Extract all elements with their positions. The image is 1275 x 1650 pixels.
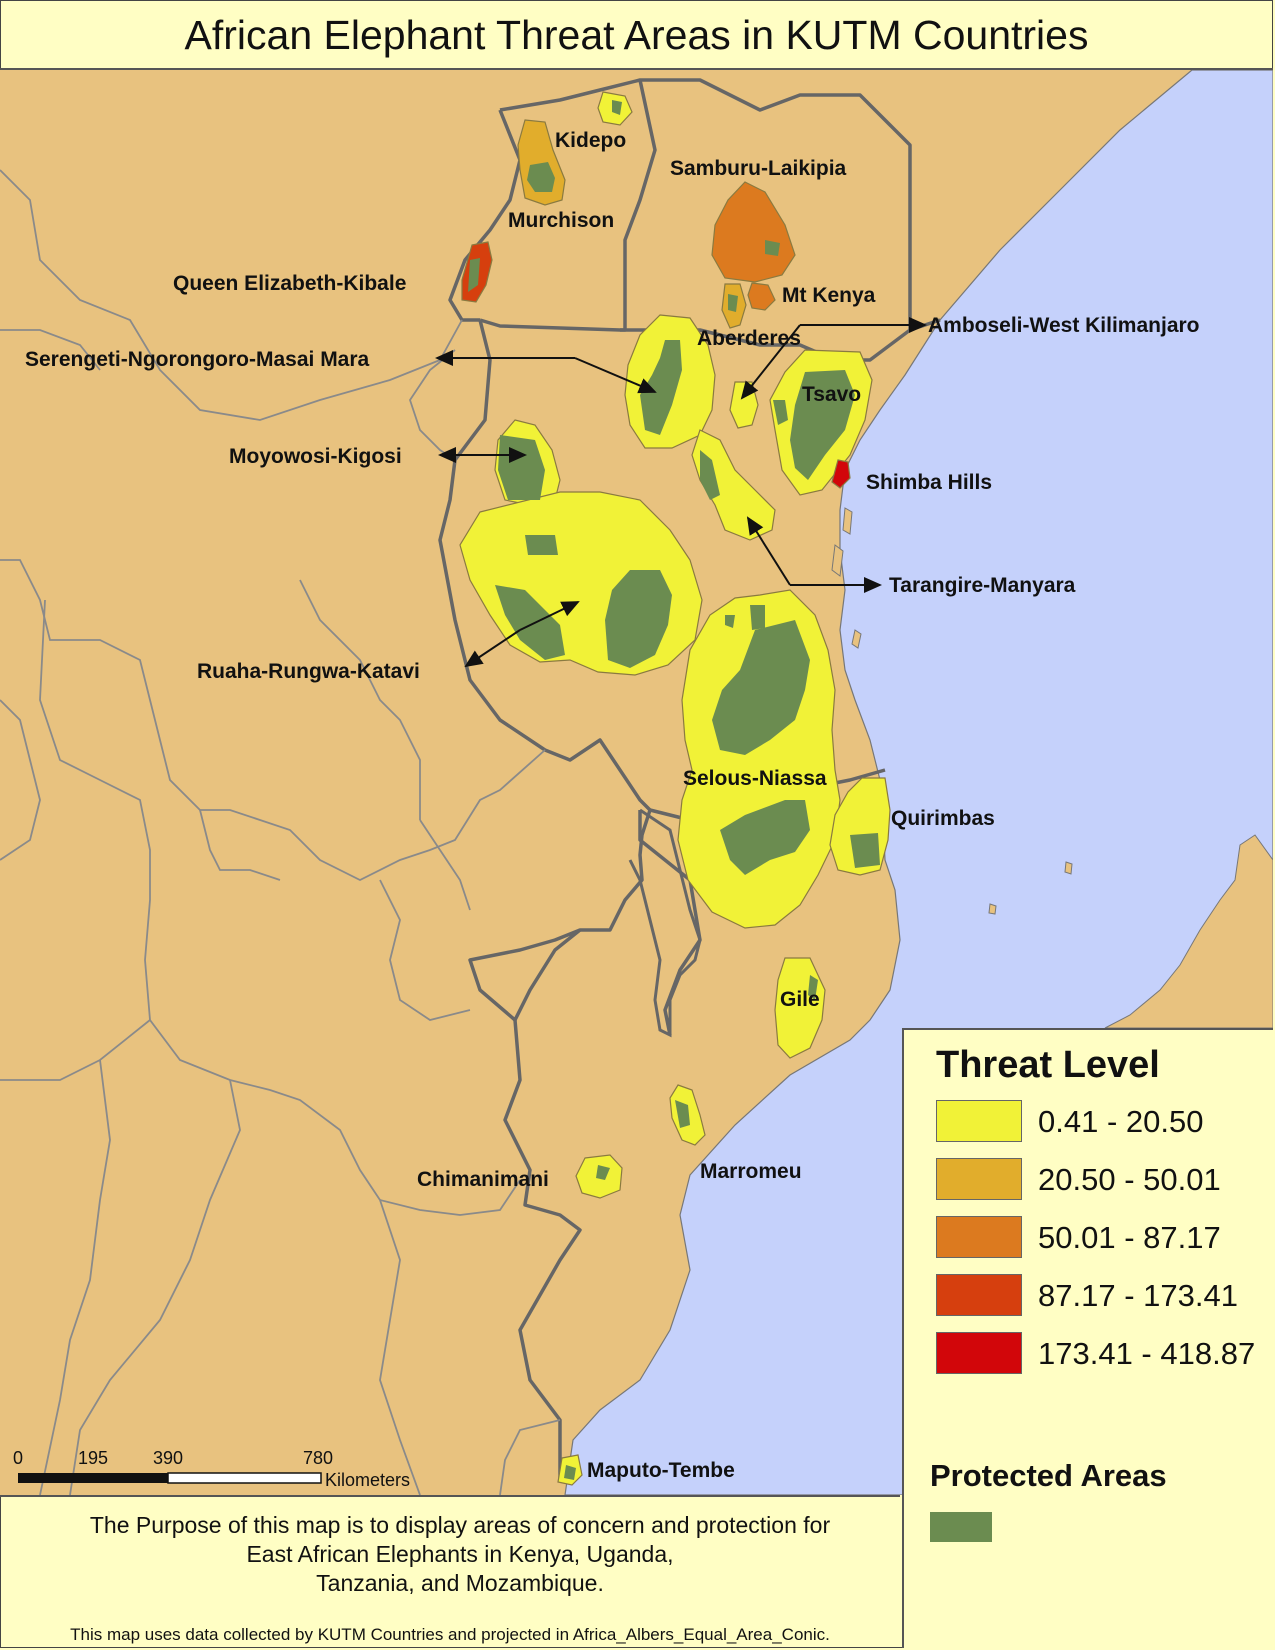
label-tsavo: Tsavo [802,383,861,406]
protected-area [525,535,558,555]
label-aberderes: Aberderes [697,327,801,350]
label-amboseli: Amboseli-West Kilimanjaro [928,314,1200,337]
legend-label: 173.41 - 418.87 [1038,1336,1256,1371]
protected-area [527,162,555,192]
legend-label: 50.01 - 87.17 [1038,1220,1221,1255]
lake-malawi [628,808,702,1038]
label-tarangire: Tarangire-Manyara [889,574,1076,597]
map-labels: Kidepo Samburu-Laikipia Murchison Queen … [25,129,1200,1482]
footer: The Purpose of this map is to display ar… [0,1495,900,1648]
legend-swatch [936,1332,1022,1374]
label-murchison: Murchison [508,209,614,232]
label-marromeu: Marromeu [700,1160,802,1183]
protected-area [725,615,735,628]
scale-bar: 0 195 390 780 Kilometers [13,1448,410,1490]
label-chimanimani: Chimanimani [417,1168,549,1191]
legend: Threat Level 0.41 - 20.50 20.50 - 50.01 … [902,1028,1273,1648]
purpose-line: Tanzania, and Mozambique. [316,1570,604,1596]
label-selous: Selous-Niassa [683,767,827,790]
scale-tick-390: 390 [153,1448,183,1468]
label-ruaha: Ruaha-Rungwa-Katavi [197,660,420,683]
legend-label: 87.17 - 173.41 [1038,1278,1238,1313]
purpose-text: The Purpose of this map is to display ar… [40,1511,880,1598]
arrow-ruaha-sw [464,629,521,668]
map-title: African Elephant Threat Areas in KUTM Co… [0,0,1273,70]
protected-areas-swatch [930,1512,992,1542]
comoros-island [1064,861,1073,875]
label-shimba: Shimba Hills [866,471,992,494]
protected-area [850,833,880,868]
scale-tick-780: 780 [303,1448,333,1468]
label-serengeti: Serengeti-Ngorongoro-Masai Mara [25,348,370,371]
mafia-island [851,629,862,649]
legend-swatch [936,1274,1022,1316]
scale-tick-195: 195 [78,1448,108,1468]
label-queen-elizabeth: Queen Elizabeth-Kibale [173,272,406,295]
scale-segment-filled [18,1473,168,1483]
label-samburu: Samburu-Laikipia [670,157,847,180]
purpose-line: East African Elephants in Kenya, Uganda, [246,1541,674,1567]
arrow-ruaha-ne [519,601,580,631]
protected-area [675,1100,690,1128]
label-gile: Gile [780,988,820,1011]
legend-label: 20.50 - 50.01 [1038,1162,1221,1197]
protected-area [712,620,810,755]
protected-area [700,450,720,500]
arrow-serengeti-east [574,357,657,394]
protected-area [605,570,672,668]
protected-area [728,294,738,312]
protected-area [495,585,565,660]
scale-segment-empty [167,1472,322,1484]
zanzibar-island [842,507,853,535]
protected-area [720,800,810,875]
protected-area [750,605,765,630]
protected-area [640,340,682,435]
legend-label: 0.41 - 20.50 [1038,1104,1204,1139]
protected-area [808,975,818,1000]
protected-area [596,1165,610,1180]
protected-areas-title: Protected Areas [930,1458,1167,1493]
purpose-line: The Purpose of this map is to display ar… [89,1512,831,1538]
legend-swatch [936,1100,1022,1142]
scale-tick-0: 0 [13,1448,23,1468]
arrow-amboseli-west [740,324,801,400]
legend-swatch [936,1216,1022,1258]
label-arrows [435,317,927,668]
legend-title: Threat Level [936,1044,1160,1086]
protected-area [468,258,480,292]
label-maputo: Maputo-Tembe [587,1459,735,1482]
label-quirimbas: Quirimbas [891,807,995,830]
pemba-island [831,544,844,577]
threat-area-samburu [711,181,796,283]
threat-area-shimba [831,459,851,489]
protected-area [765,240,780,256]
scale-unit: Kilometers [325,1470,410,1490]
label-mt-kenya: Mt Kenya [782,284,876,307]
neighbour-borders [0,169,561,1495]
data-credit: This map uses data collected by KUTM Cou… [70,1625,830,1644]
comoros-island [988,903,997,915]
arrow-tarangire-north [746,516,791,586]
protected-area [790,370,855,480]
protected-area [773,400,788,425]
protected-area [564,1465,576,1480]
protected-areas [468,100,880,1480]
protected-area [612,100,622,115]
label-moyowosi: Moyowosi-Kigosi [229,445,402,468]
label-kidepo: Kidepo [555,129,626,152]
legend-swatch [936,1158,1022,1200]
threat-area-mt-kenya [747,282,776,311]
